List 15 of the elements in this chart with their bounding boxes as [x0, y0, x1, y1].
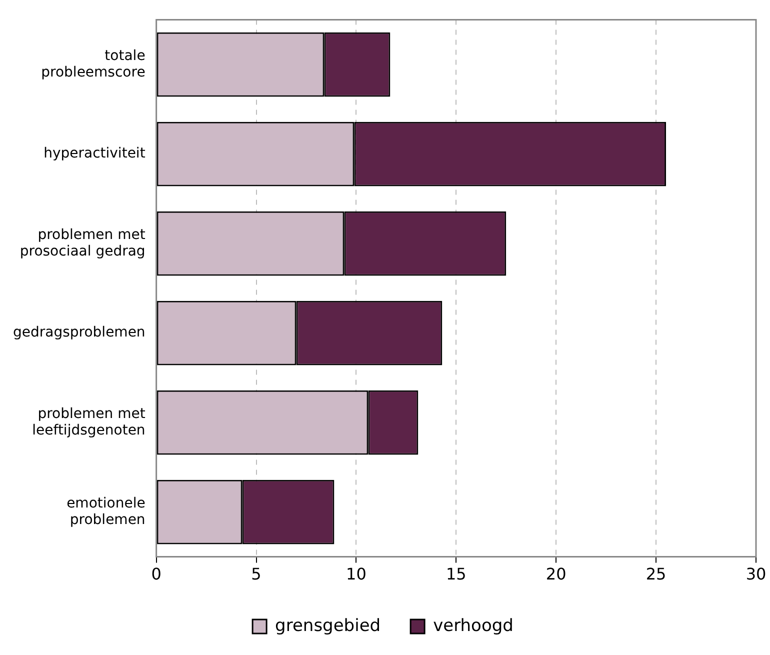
x-tick-label: 15	[446, 564, 466, 584]
x-tick-label: 5	[251, 564, 262, 584]
y-tick-label: emotionele problemen	[66, 495, 146, 528]
legend-label: verhoogd	[433, 616, 514, 636]
legend-label: grensgebied	[275, 616, 381, 636]
y-tick-label: problemen met leeftijdsgenoten	[32, 406, 146, 439]
x-tick-label: 25	[646, 564, 666, 584]
x-tick-label: 10	[346, 564, 366, 584]
y-tick-label: totale probleemscore	[41, 48, 146, 81]
x-tick-label: 30	[746, 564, 766, 584]
y-tick-label: hyperactiviteit	[44, 146, 146, 162]
x-tick-label: 20	[546, 564, 566, 584]
y-tick-label: gedragsproblemen	[12, 324, 146, 341]
y-tick-label: problemen met prosociaal gedrag	[20, 226, 146, 260]
x-tick-label: 0	[151, 564, 162, 584]
